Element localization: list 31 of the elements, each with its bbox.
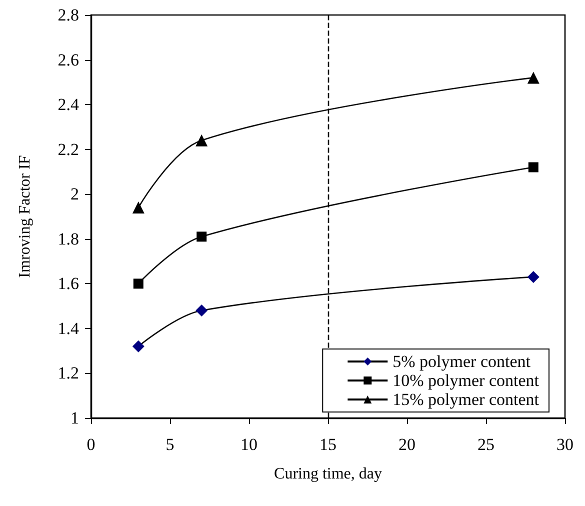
y-tick-label: 1.6 [58,274,79,294]
point [196,304,208,317]
y-tick-label: 2.6 [58,50,79,70]
point [133,278,144,289]
y-tick-label: 1.4 [58,318,80,338]
x-tick-label: 10 [240,435,258,454]
y-tick-label: 1 [70,408,79,428]
y-tick-label: 2.4 [58,95,80,114]
x-tick-label: 25 [478,435,494,454]
y-tick-label: 2 [70,184,79,204]
legend-label: 5% polymer content [392,352,531,371]
x-tick-label: 20 [398,435,416,454]
y-tick-label: 1.8 [58,229,79,248]
x-axis-title: Curing time, day [274,466,382,482]
y-tick-label: 2.8 [58,6,79,24]
point [527,270,540,283]
y-tick-label: 2.2 [58,140,79,159]
legend-label: 10% polymer content [392,371,540,390]
y-axis-title: Imroving Factor IF [16,155,34,278]
x-tick-label: 15 [320,435,336,454]
point [196,134,208,146]
point [528,162,538,172]
legend-label: 15% polymer content [392,390,540,409]
point [196,232,207,242]
point [132,202,144,214]
point [527,72,540,84]
y-tick-label: 1.2 [58,364,79,383]
point [132,340,144,352]
x-tick-label: 30 [556,435,574,454]
x-tick-label: 0 [86,435,96,454]
x-tick-label: 5 [166,435,174,454]
